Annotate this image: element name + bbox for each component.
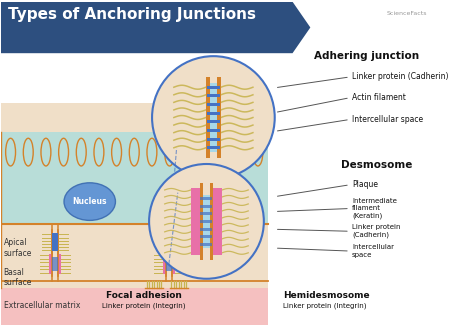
FancyBboxPatch shape <box>0 288 268 325</box>
Ellipse shape <box>235 138 245 166</box>
FancyBboxPatch shape <box>210 183 213 260</box>
FancyBboxPatch shape <box>207 86 220 89</box>
Text: Types of Anchoring Junctions: Types of Anchoring Junctions <box>8 7 255 22</box>
FancyBboxPatch shape <box>207 129 220 132</box>
FancyBboxPatch shape <box>217 77 221 158</box>
FancyBboxPatch shape <box>163 254 166 274</box>
Ellipse shape <box>218 138 228 166</box>
FancyBboxPatch shape <box>209 83 218 152</box>
Circle shape <box>149 164 264 279</box>
Ellipse shape <box>129 138 139 166</box>
Ellipse shape <box>76 138 86 166</box>
Text: Intercellular space: Intercellular space <box>352 115 423 124</box>
FancyBboxPatch shape <box>52 233 58 251</box>
Text: Desmosome: Desmosome <box>341 160 412 170</box>
FancyBboxPatch shape <box>201 243 212 246</box>
FancyBboxPatch shape <box>200 183 203 260</box>
FancyBboxPatch shape <box>201 212 212 215</box>
FancyBboxPatch shape <box>213 188 222 255</box>
Text: Extracellular matrix: Extracellular matrix <box>4 301 80 310</box>
Polygon shape <box>0 2 310 53</box>
Text: Intercellular
space: Intercellular space <box>352 244 394 258</box>
FancyBboxPatch shape <box>201 228 212 231</box>
FancyBboxPatch shape <box>207 146 220 149</box>
Text: Linker protein (Integrin): Linker protein (Integrin) <box>102 302 186 309</box>
Ellipse shape <box>23 138 33 166</box>
FancyBboxPatch shape <box>49 254 52 274</box>
FancyBboxPatch shape <box>166 257 172 271</box>
Text: Actin filament: Actin filament <box>352 93 406 102</box>
FancyBboxPatch shape <box>268 2 470 325</box>
Text: Plaque: Plaque <box>352 180 378 189</box>
Ellipse shape <box>253 138 263 166</box>
FancyBboxPatch shape <box>58 254 62 274</box>
FancyBboxPatch shape <box>206 77 210 158</box>
Text: Focal adhesion: Focal adhesion <box>106 291 182 300</box>
Ellipse shape <box>164 138 174 166</box>
FancyBboxPatch shape <box>166 233 172 251</box>
Text: Hemidesmosome: Hemidesmosome <box>283 291 369 300</box>
FancyBboxPatch shape <box>207 103 220 106</box>
Ellipse shape <box>182 138 192 166</box>
FancyBboxPatch shape <box>0 103 268 288</box>
Ellipse shape <box>59 138 69 166</box>
Ellipse shape <box>64 183 116 220</box>
Text: Nucleus: Nucleus <box>73 197 107 206</box>
FancyBboxPatch shape <box>172 254 175 274</box>
Text: Intermediate
filament
(Keratin): Intermediate filament (Keratin) <box>352 198 397 219</box>
FancyBboxPatch shape <box>191 188 200 255</box>
Text: Adhering junction: Adhering junction <box>314 51 419 61</box>
FancyBboxPatch shape <box>207 95 220 97</box>
Circle shape <box>152 56 275 179</box>
FancyBboxPatch shape <box>201 197 212 200</box>
Text: ScienceFacts: ScienceFacts <box>386 11 427 16</box>
FancyBboxPatch shape <box>207 138 220 141</box>
FancyBboxPatch shape <box>52 257 58 271</box>
Ellipse shape <box>200 138 210 166</box>
Text: Basal
surface: Basal surface <box>4 268 32 287</box>
Ellipse shape <box>41 138 51 166</box>
Ellipse shape <box>147 138 157 166</box>
Text: Apical
surface: Apical surface <box>4 238 32 258</box>
FancyBboxPatch shape <box>201 205 212 208</box>
FancyBboxPatch shape <box>201 235 212 238</box>
Text: Linker protein
(Cadherin): Linker protein (Cadherin) <box>352 224 401 238</box>
FancyBboxPatch shape <box>0 132 268 224</box>
FancyBboxPatch shape <box>207 112 220 115</box>
Text: Linker protein (Integrin): Linker protein (Integrin) <box>283 302 366 309</box>
FancyBboxPatch shape <box>201 220 212 223</box>
FancyBboxPatch shape <box>0 2 470 325</box>
FancyBboxPatch shape <box>202 195 211 248</box>
FancyBboxPatch shape <box>207 120 220 123</box>
Ellipse shape <box>112 138 121 166</box>
Text: Linker protein (Cadherin): Linker protein (Cadherin) <box>352 73 448 81</box>
Ellipse shape <box>94 138 104 166</box>
Ellipse shape <box>6 138 16 166</box>
